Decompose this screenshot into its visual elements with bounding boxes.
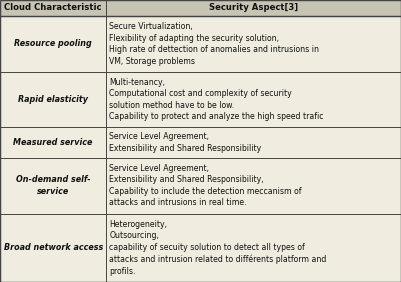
- Text: Secure Virtualization,
Flexibility of adapting the security solution,
High rate : Secure Virtualization, Flexibility of ad…: [109, 22, 319, 65]
- Text: Rapid elasticity: Rapid elasticity: [18, 95, 88, 104]
- Bar: [0, 16, 401, 72]
- Text: Service Level Agreement,
Extensibility and Shared Responsibility: Service Level Agreement, Extensibility a…: [109, 133, 261, 153]
- Text: Measured service: Measured service: [14, 138, 93, 147]
- Text: Cloud Characteristic: Cloud Characteristic: [4, 3, 102, 12]
- Text: Multi-tenancy,
Computational cost and complexity of security
solution method hav: Multi-tenancy, Computational cost and co…: [109, 78, 324, 121]
- Bar: [0, 127, 401, 158]
- Text: Security Aspect[3]: Security Aspect[3]: [209, 3, 298, 12]
- Text: On-demand self-
service: On-demand self- service: [16, 175, 91, 196]
- Text: Broad network access: Broad network access: [4, 243, 103, 252]
- Text: Resource pooling: Resource pooling: [14, 39, 92, 49]
- Bar: [0, 158, 401, 213]
- Text: Heterogeneity,
Outsourcing,
capability of secuity solution to detect all types o: Heterogeneity, Outsourcing, capability o…: [109, 220, 327, 276]
- Bar: [0, 72, 401, 127]
- Text: Service Level Agreement,
Extensibility and Shared Responsibility,
Capability to : Service Level Agreement, Extensibility a…: [109, 164, 302, 207]
- Bar: [0, 213, 401, 282]
- Bar: [0, 0, 401, 16]
